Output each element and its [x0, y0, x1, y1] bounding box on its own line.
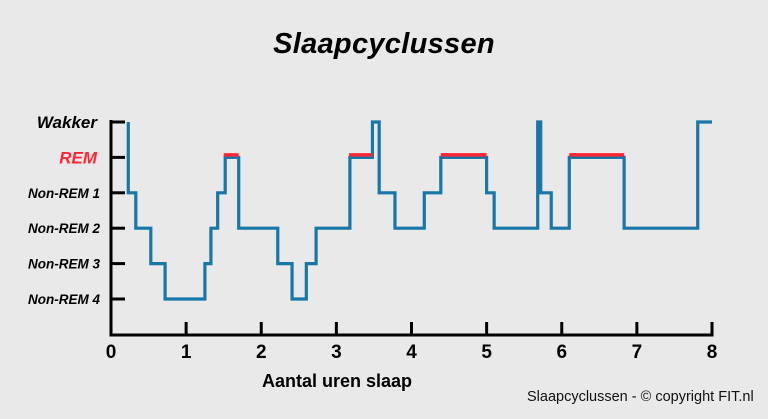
x-tick-label: 5: [481, 342, 492, 363]
x-tick-label: 3: [331, 342, 342, 363]
sleep-stage-line: [126, 120, 712, 301]
y-tick-label: Non-REM 3: [28, 257, 100, 272]
x-tick-label: 8: [707, 342, 718, 363]
y-tick-label: REM: [59, 148, 98, 167]
y-tick-label: Non-REM 4: [28, 292, 100, 307]
copyright-credit: Slaapcyclussen - © copyright FIT.nl: [527, 389, 754, 405]
y-tick-label: Non-REM 1: [28, 186, 100, 201]
x-tick-label: 4: [406, 342, 417, 363]
x-axis-label: Aantal uren slaap: [262, 371, 413, 391]
x-tick-label: 7: [632, 342, 643, 363]
x-tick-label: 1: [181, 342, 192, 363]
y-tick-label: Non-REM 2: [28, 221, 100, 236]
chart-title: Slaapcyclussen: [273, 28, 495, 60]
x-tick-label: 0: [106, 342, 117, 363]
x-tick-label: 6: [556, 342, 567, 363]
x-tick-label: 2: [256, 342, 267, 363]
y-tick-label: Wakker: [37, 113, 99, 132]
